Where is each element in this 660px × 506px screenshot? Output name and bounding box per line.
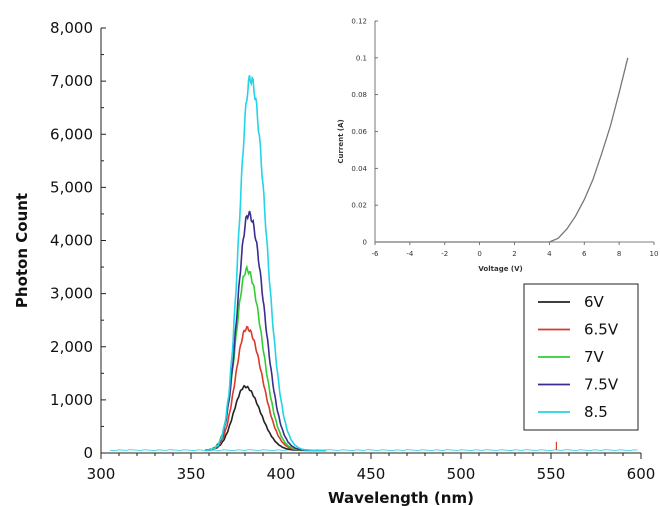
inset-iv-curve bbox=[375, 57, 629, 243]
inset-y-tick-label: 0.02 bbox=[351, 202, 367, 210]
y-tick-label: 0 bbox=[83, 444, 93, 462]
series-line-7V bbox=[205, 264, 326, 452]
inset-y-axis-title: Current (A) bbox=[337, 119, 345, 163]
inset-x-tick-label: 6 bbox=[582, 250, 587, 258]
inset-y-tick-label: 0.04 bbox=[351, 165, 367, 173]
inset-x-tick-label: 4 bbox=[547, 250, 552, 258]
inset-x-tick-label: 10 bbox=[650, 250, 659, 258]
legend-label: 6V bbox=[584, 293, 605, 311]
inset-x-tick-label: -2 bbox=[441, 250, 448, 258]
inset-x-tick-label: 2 bbox=[512, 250, 516, 258]
inset-y-tick-label: 0.06 bbox=[351, 128, 367, 136]
legend: 6V 6.5V 7V 7.5V 8.5 bbox=[523, 283, 639, 431]
x-tick-label: 350 bbox=[177, 465, 206, 483]
x-axis-title: Wavelength (nm) bbox=[328, 489, 474, 506]
inset-y-tick-label: 0.1 bbox=[356, 54, 367, 62]
inset-x-tick-label: 0 bbox=[477, 250, 481, 258]
inset-x-tick-label: 8 bbox=[617, 250, 621, 258]
y-axis-title: Photon Count bbox=[13, 193, 31, 308]
y-tick-label: 7,000 bbox=[50, 72, 93, 90]
inset-y-tick-label: 0 bbox=[363, 239, 367, 247]
inset-plot: 0 0.02 0.04 0.06 0.08 0.1 0.12 -6 -4 -2 0 2 4 6 8 10 Vol… bbox=[337, 18, 658, 274]
inset-y-tick-label: 0.08 bbox=[351, 91, 367, 99]
legend-label: 7V bbox=[584, 348, 605, 366]
series-line-7.5V bbox=[205, 210, 326, 452]
inset-x-tick-label: -4 bbox=[406, 250, 414, 258]
inset-x-axis-title: Voltage (V) bbox=[478, 265, 522, 273]
legend-label: 7.5V bbox=[584, 376, 619, 394]
inset-x-tick-label: -6 bbox=[372, 250, 380, 258]
x-tick-label: 500 bbox=[447, 465, 476, 483]
inset-y-tick-label: 0.12 bbox=[351, 18, 367, 26]
x-tick-label: 300 bbox=[87, 465, 116, 483]
x-tick-label: 600 bbox=[627, 465, 656, 483]
baseline-noise bbox=[110, 449, 638, 452]
y-tick-label: 4,000 bbox=[50, 232, 93, 250]
y-tick-label: 8,000 bbox=[50, 19, 93, 37]
y-tick-label: 1,000 bbox=[50, 391, 93, 409]
x-tick-label: 450 bbox=[357, 465, 386, 483]
y-tick-label: 3,000 bbox=[50, 285, 93, 303]
y-tick-label: 2,000 bbox=[50, 338, 93, 356]
series-line-8.5 bbox=[205, 75, 326, 452]
x-tick-label: 400 bbox=[267, 465, 296, 483]
x-tick-label: 550 bbox=[537, 465, 566, 483]
legend-label: 6.5V bbox=[584, 321, 619, 339]
y-tick-label: 5,000 bbox=[50, 178, 93, 196]
legend-label: 8.5 bbox=[584, 403, 608, 421]
main-plot: 0 1,000 2,000 3,000 4,000 5,000 6,000 7,000 8,00… bbox=[13, 19, 655, 506]
y-tick-label: 6,000 bbox=[50, 125, 93, 143]
